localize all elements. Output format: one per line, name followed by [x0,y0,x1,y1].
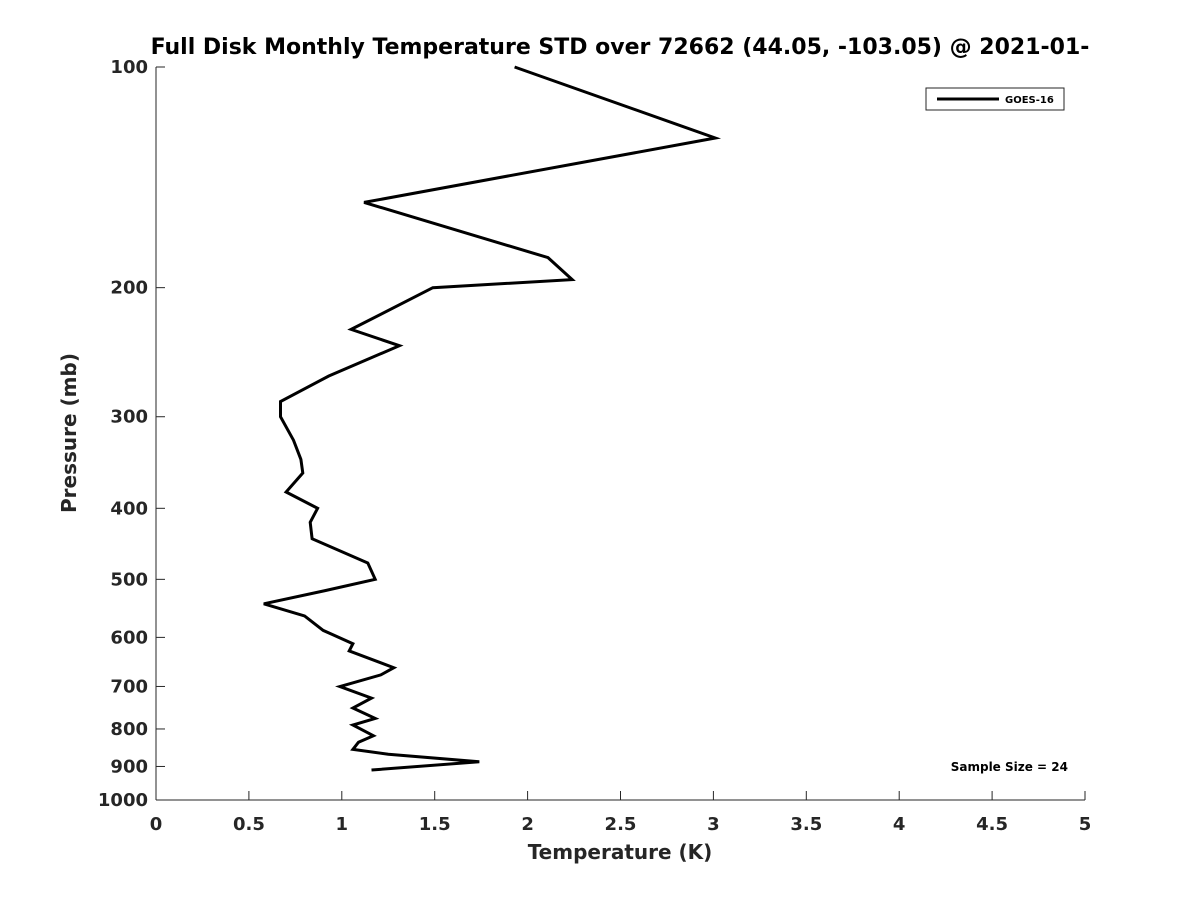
x-tick-label: 1 [336,814,349,835]
x-tick-label: 0 [150,814,163,835]
x-tick-label: 4 [893,814,906,835]
y-tick-label: 100 [110,57,148,78]
y-tick-label: 500 [110,569,148,590]
y-tick-label: 400 [110,498,148,519]
x-tick-label: 4.5 [976,814,1008,835]
y-tick-label: 300 [110,407,148,428]
x-tick-label: 3 [707,814,720,835]
x-axis-label: Temperature (K) [528,840,713,864]
y-tick-label: 600 [110,627,148,648]
x-tick-label: 3.5 [790,814,822,835]
y-tick-label: 900 [110,756,148,777]
sample-size-annotation: Sample Size = 24 [951,760,1068,774]
axes: 0 0.5 1 1.5 2 2.5 3 3.5 4 4.5 5 100 200 300 400 500 600 7… [98,57,1091,835]
y-tick-label: 700 [110,676,148,697]
x-tick-label: 2.5 [605,814,637,835]
x-tick-label: 2 [521,814,534,835]
series-layer [263,65,722,772]
x-tick-label: 5 [1079,814,1092,835]
legend-label-goes-16: GOES-16 [1005,95,1054,106]
x-tick-label: 0.5 [233,814,265,835]
chart-title: Full Disk Monthly Temperature STD over 7… [151,35,1090,60]
series-line-goes-16 [263,65,722,772]
y-tick-label: 200 [110,278,148,299]
legend: GOES-16 [925,87,1065,111]
y-axis-label: Pressure (mb) [57,353,81,513]
x-tick-label: 1.5 [419,814,451,835]
y-tick-label: 1000 [98,790,148,811]
y-tick-label: 800 [110,719,148,740]
plot-area [156,67,1085,800]
